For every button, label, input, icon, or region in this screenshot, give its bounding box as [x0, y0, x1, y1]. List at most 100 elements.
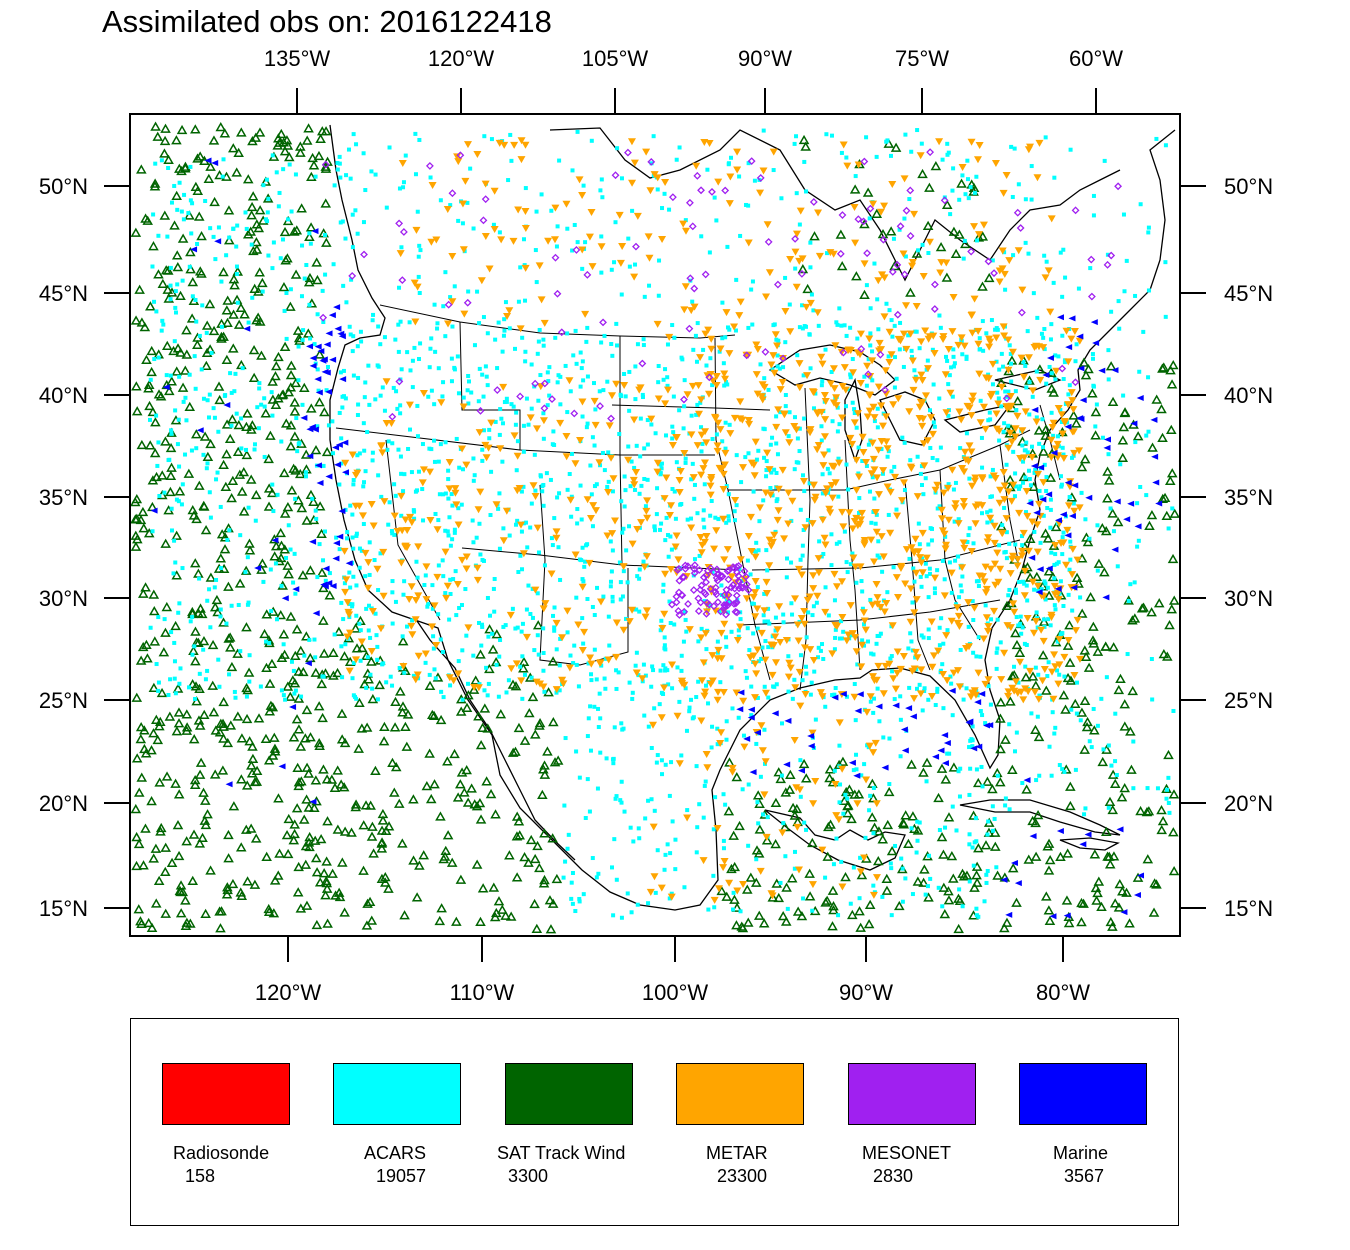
sat-track-wind-obs — [784, 784, 796, 794]
acars-obs — [867, 489, 872, 494]
acars-obs — [917, 346, 922, 351]
acars-obs — [402, 472, 407, 477]
metar-obs — [1004, 688, 1013, 696]
metar-obs — [510, 141, 519, 149]
acars-obs — [165, 234, 170, 239]
sat-track-wind-obs — [313, 150, 325, 161]
acars-obs — [956, 554, 961, 559]
acars-obs — [579, 366, 584, 371]
acars-obs — [192, 644, 197, 649]
sat-track-wind-obs — [248, 345, 260, 355]
acars-obs — [956, 517, 961, 522]
acars-obs — [755, 695, 760, 700]
sat-track-wind-obs — [886, 845, 898, 856]
acars-obs — [829, 133, 834, 138]
acars-obs — [431, 646, 436, 651]
acars-obs — [1136, 538, 1141, 543]
acars-obs — [664, 515, 669, 520]
acars-obs — [665, 842, 670, 847]
sat-track-wind-obs — [489, 911, 501, 922]
sat-track-wind-obs — [320, 163, 332, 173]
acars-obs — [1001, 364, 1006, 369]
metar-obs — [856, 868, 865, 876]
acars-obs — [876, 327, 881, 332]
metar-obs — [761, 689, 770, 697]
sat-track-wind-obs — [924, 182, 935, 192]
acars-obs — [220, 324, 225, 329]
acars-obs — [977, 336, 982, 341]
acars-obs — [1023, 448, 1028, 453]
acars-obs — [436, 563, 441, 568]
acars-obs — [190, 201, 195, 206]
acars-obs — [570, 901, 575, 906]
sat-track-wind-obs — [133, 787, 145, 797]
metar-obs — [401, 542, 410, 550]
acars-obs — [152, 299, 157, 304]
acars-obs — [279, 688, 284, 693]
acars-obs — [351, 661, 356, 666]
sat-track-wind-obs — [1127, 615, 1138, 625]
acars-obs — [1124, 258, 1129, 263]
acars-obs — [739, 480, 744, 485]
acars-obs — [371, 312, 376, 317]
acars-obs — [413, 489, 418, 494]
acars-obs — [233, 371, 238, 376]
acars-obs — [343, 507, 348, 512]
metar-obs — [735, 623, 744, 631]
metar-obs — [1008, 348, 1017, 356]
acars-obs — [720, 336, 725, 341]
metar-obs — [918, 399, 927, 407]
metar-obs — [907, 465, 916, 473]
acars-obs — [743, 669, 748, 674]
sat-track-wind-obs — [192, 185, 204, 196]
metar-obs — [723, 546, 732, 554]
metar-obs — [697, 431, 706, 439]
acars-obs — [718, 680, 723, 685]
metar-obs — [653, 468, 662, 476]
sat-track-wind-obs — [367, 821, 378, 831]
acars-obs — [995, 390, 1000, 395]
acars-obs — [801, 527, 806, 532]
sat-track-wind-obs — [172, 261, 184, 272]
metar-obs — [854, 473, 863, 481]
acars-obs — [529, 406, 534, 411]
metar-obs — [1016, 455, 1025, 463]
acars-obs — [937, 828, 942, 833]
acars-obs — [866, 357, 871, 362]
acars-obs — [694, 695, 699, 700]
acars-obs — [509, 158, 514, 163]
acars-obs — [635, 574, 640, 579]
acars-obs — [514, 468, 519, 473]
acars-obs — [647, 283, 652, 288]
acars-obs — [832, 647, 837, 652]
metar-obs — [1021, 408, 1030, 416]
acars-obs — [1001, 429, 1006, 434]
acars-obs — [623, 394, 628, 399]
acars-obs — [852, 411, 857, 416]
metar-obs — [1033, 582, 1042, 590]
sat-track-wind-obs — [171, 530, 182, 540]
acars-obs — [580, 359, 585, 364]
acars-obs — [490, 631, 495, 636]
acars-obs — [432, 459, 437, 464]
acars-obs — [894, 376, 899, 381]
sat-track-wind-obs — [181, 349, 193, 359]
acars-obs — [313, 174, 318, 179]
acars-obs — [987, 410, 992, 415]
acars-obs — [602, 676, 607, 681]
sat-track-wind-obs — [477, 883, 489, 893]
metar-obs — [713, 447, 722, 455]
sat-track-wind-obs — [316, 528, 327, 538]
acars-obs — [495, 366, 500, 371]
acars-obs — [502, 400, 507, 405]
sat-track-wind-obs — [547, 656, 559, 666]
metar-obs — [620, 381, 629, 389]
acars-obs — [1137, 369, 1142, 374]
sat-track-wind-obs — [1090, 430, 1101, 440]
acars-obs — [886, 512, 891, 517]
acars-obs — [222, 393, 227, 398]
metar-obs — [870, 414, 879, 422]
metar-obs — [796, 207, 805, 215]
sat-track-wind-obs — [470, 675, 481, 685]
sat-track-wind-obs — [270, 360, 282, 371]
